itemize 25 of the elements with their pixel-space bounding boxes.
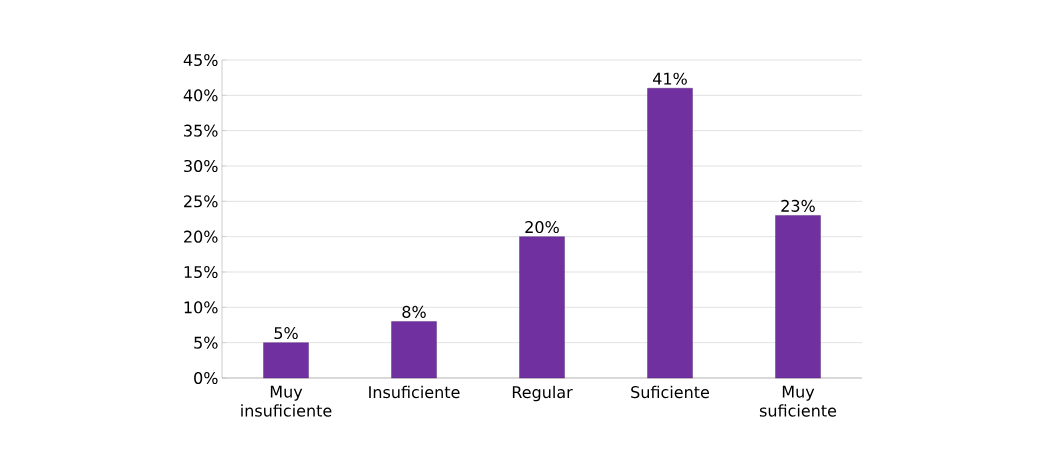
data-label: 5% xyxy=(274,327,298,340)
data-label: 41% xyxy=(653,72,687,85)
bar xyxy=(263,342,309,379)
y-tick-label: 5% xyxy=(194,336,218,349)
bar xyxy=(647,88,693,379)
y-tick-label: 20% xyxy=(184,230,218,243)
x-tick-label: Muy insuficiente xyxy=(241,385,332,417)
data-label: 20% xyxy=(525,221,559,234)
y-tick-label: 30% xyxy=(184,159,218,173)
y-tick-label: 45% xyxy=(183,53,218,67)
y-tick-label: 10% xyxy=(184,301,218,314)
bar xyxy=(519,236,565,379)
data-label: 8% xyxy=(402,305,426,318)
y-tick-label: 35% xyxy=(184,124,218,137)
y-tick-label: 25% xyxy=(184,195,218,208)
y-tick-label: 15% xyxy=(184,265,218,279)
x-tick-label: Muy suficiente xyxy=(759,385,837,417)
x-tick-label: Insuficiente xyxy=(369,385,460,399)
bar xyxy=(775,215,821,379)
y-tick-label: 40% xyxy=(183,89,218,102)
data-label: 23% xyxy=(781,199,815,212)
x-tick-label: Regular xyxy=(512,385,573,402)
bar xyxy=(391,321,437,379)
y-tick-label: 0% xyxy=(194,371,218,385)
x-tick-label: Suficiente xyxy=(631,385,710,399)
